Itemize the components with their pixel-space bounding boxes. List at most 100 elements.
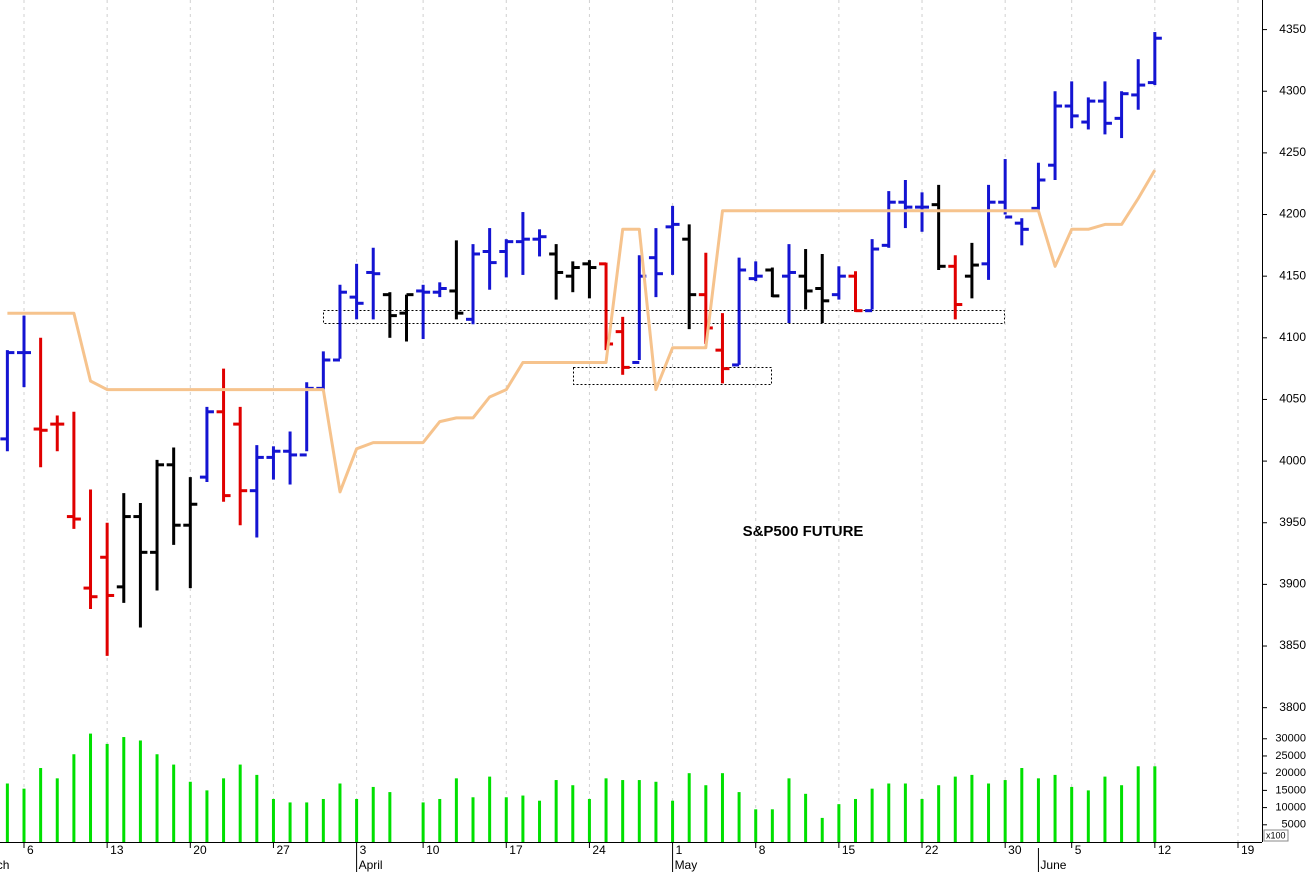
volume-bar (903, 783, 907, 842)
volume-bar (1036, 778, 1040, 842)
volume-bar (820, 817, 824, 842)
volume-bar (554, 780, 558, 842)
volume-bar (5, 783, 9, 842)
volume-bar (271, 798, 275, 842)
y-tick-label: 4300 (1279, 83, 1306, 97)
x-tick-label: 24 (592, 843, 606, 857)
volume-bar (105, 743, 109, 842)
y-tick-label: 30000 (1275, 733, 1306, 745)
volume-bar (737, 792, 741, 842)
month-label: March (0, 858, 9, 872)
x-tick-label: 17 (509, 843, 523, 857)
volume-bar (671, 800, 675, 842)
volume-bar (205, 790, 209, 842)
volume-bar (188, 781, 192, 842)
y-tick-label: 3900 (1279, 577, 1306, 591)
volume-bar (39, 768, 43, 842)
y-tick-label: 4250 (1279, 145, 1306, 159)
volume-bar (1086, 790, 1090, 842)
volume-bar (804, 793, 808, 842)
x-tick-label: 13 (110, 843, 124, 857)
y-tick-label: 4200 (1279, 207, 1306, 221)
volume-bar (1103, 776, 1107, 842)
volume-bar (72, 754, 76, 842)
volume-bar (870, 788, 874, 842)
volume-bar (754, 809, 758, 842)
volume-bar (421, 802, 425, 842)
volume-bar (621, 780, 625, 842)
x-tick-label: 22 (925, 843, 939, 857)
volume-bar (571, 785, 575, 842)
volume-bar (238, 764, 242, 842)
x-tick-label: 12 (1158, 843, 1172, 857)
volume-bar (122, 737, 126, 842)
volume-bar (1136, 766, 1140, 842)
volume-bar (720, 773, 724, 842)
x-tick-label: 27 (276, 843, 290, 857)
y-tick-label: 3950 (1279, 515, 1306, 529)
y-tick-label: 4000 (1279, 453, 1306, 467)
month-label: May (675, 858, 698, 872)
volume-bar (920, 798, 924, 842)
volume-bar (937, 785, 941, 842)
volume-bar (504, 797, 508, 842)
volume-bar (338, 783, 342, 842)
volume-bar (1070, 786, 1074, 842)
volume-bar (138, 740, 142, 842)
volume-bar (953, 776, 957, 842)
y-tick-label: 20000 (1275, 767, 1306, 779)
volume-bar (854, 798, 857, 842)
volume-bar (321, 798, 325, 842)
x-tick-label: 3 (360, 843, 367, 857)
month-label: June (1040, 858, 1066, 872)
volume-bar (55, 778, 59, 842)
y-tick-label: 3800 (1279, 700, 1306, 714)
x-tick-label: 19 (1241, 843, 1255, 857)
y-unit-label: x100 (1266, 830, 1286, 840)
y-tick-label: 25000 (1275, 750, 1306, 762)
volume-bar (1053, 774, 1057, 842)
volume-bar (1020, 768, 1024, 842)
volume-bar (471, 797, 475, 842)
x-tick-label: 5 (1075, 843, 1082, 857)
volume-bar (371, 786, 375, 842)
volume-bar (604, 778, 608, 842)
volume-bar (305, 802, 309, 842)
volume-bar (1120, 785, 1124, 842)
unit-box (1263, 829, 1289, 842)
volume-bar (587, 798, 591, 842)
volume-bar (704, 785, 708, 842)
volume-bar (770, 809, 774, 842)
volume-bar (355, 798, 359, 842)
volume-bar (172, 764, 176, 842)
y-tick-label: 5000 (1282, 819, 1306, 831)
volume-bar (987, 783, 991, 842)
x-tick-label: 20 (193, 843, 207, 857)
volume-bar (1153, 766, 1157, 842)
volume-bar (438, 798, 442, 842)
volume-bar (288, 802, 292, 842)
y-tick-label: 4350 (1279, 22, 1306, 36)
x-tick-label: 6 (27, 843, 34, 857)
range-box (573, 367, 772, 385)
volume-bar (255, 774, 259, 842)
y-tick-label: 4100 (1279, 330, 1306, 344)
y-tick-label: 4050 (1279, 392, 1306, 406)
y-tick-label: 4150 (1279, 268, 1306, 282)
volume-bar (970, 774, 974, 842)
y-tick-label: 10000 (1275, 801, 1306, 813)
chart-annotation: S&P500 FUTURE (743, 523, 864, 540)
x-tick-label: 10 (426, 843, 440, 857)
volume-bar (454, 778, 458, 842)
volume-bar (787, 778, 791, 842)
volume-bar (388, 792, 392, 842)
volume-bar (654, 781, 658, 842)
volume-bar (222, 778, 226, 842)
volume-bar (687, 773, 691, 842)
volume-bar (1003, 780, 1007, 842)
volume-bar (837, 804, 841, 842)
volume-bar (89, 733, 93, 842)
volume-bar (887, 783, 891, 842)
